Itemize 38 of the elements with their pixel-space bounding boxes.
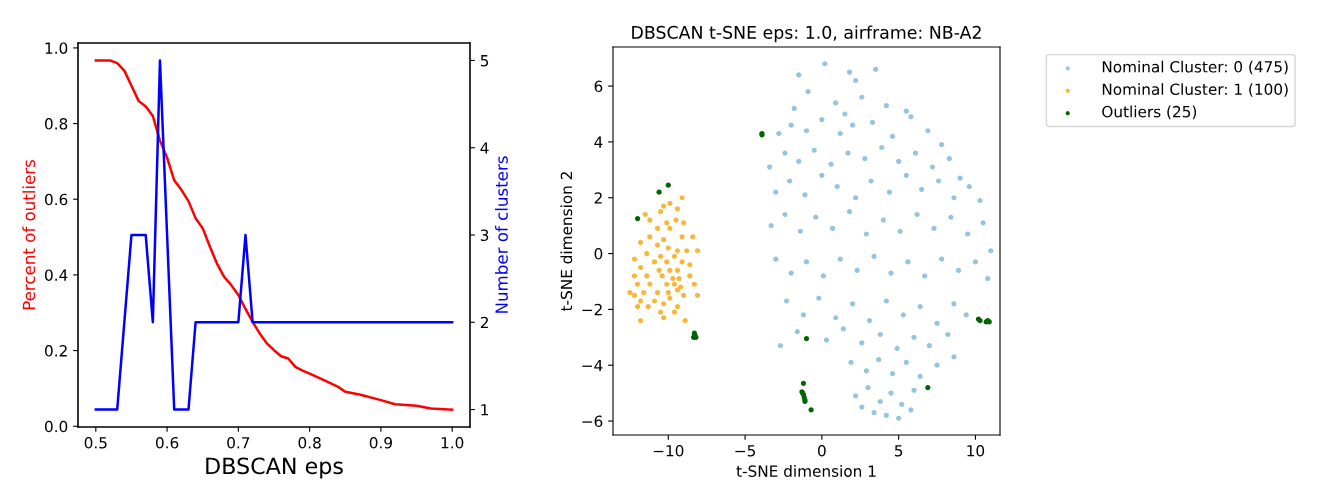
y2-axis-title: Number of clusters: [495, 156, 508, 313]
x-tick-label: 0.6: [155, 436, 179, 449]
x-tick-label: 0.9: [369, 436, 392, 449]
y-tick-label: −2: [582, 303, 602, 316]
y-tick-label: 6: [594, 80, 603, 93]
y2-tick-label: 4: [480, 142, 489, 154]
x-tick-label: 0.5: [84, 436, 107, 449]
x-axis-title: DBSCAN eps: [206, 457, 343, 479]
y-tick-label: 2: [594, 192, 602, 204]
y-tick-label: 0.6: [44, 193, 68, 206]
x-tick-label: 1.0: [441, 436, 464, 449]
x-tick-label: 10: [967, 444, 985, 457]
y-tick-label: 0: [594, 248, 603, 260]
x-tick-label: 0: [818, 444, 826, 457]
x-tick-label: −10: [653, 444, 684, 457]
y-tick-label: −6: [582, 415, 603, 428]
y-tick-label: 4: [594, 136, 603, 148]
x-tick-label: −5: [735, 445, 755, 457]
y-tick-label: 1.0: [45, 42, 68, 54]
legend-label: Nominal Cluster: 1 (100): [1102, 83, 1288, 97]
y-axis-title: Percent of outliers: [22, 159, 36, 310]
y2-tick-label: 1: [481, 404, 489, 416]
x-tick-label: 0.7: [227, 436, 250, 449]
x-axis-title: t-SNE dimension 1: [736, 465, 876, 477]
y2-tick-label: 5: [480, 55, 489, 67]
y-tick-label: −4: [582, 359, 603, 372]
y-axis-title: t-SNE dimension 2: [560, 172, 573, 312]
legend-label: Nominal Cluster: 0 (475): [1102, 60, 1288, 75]
y-tick-label: 0.4: [44, 269, 68, 281]
legend-label: Outliers (25): [1102, 105, 1197, 120]
y2-tick-label: 2: [480, 316, 488, 329]
chart-title: DBSCAN t-SNE eps: 1.0, airframe: NB-A2: [632, 25, 981, 43]
y-tick-label: 0.8: [44, 118, 68, 130]
x-tick-label: 5: [894, 445, 903, 457]
y-tick-label: 0.0: [44, 420, 68, 433]
y2-tick-label: 3: [480, 229, 489, 242]
x-tick-label: 0.8: [298, 436, 321, 449]
y-tick-label: 0.2: [44, 345, 67, 357]
